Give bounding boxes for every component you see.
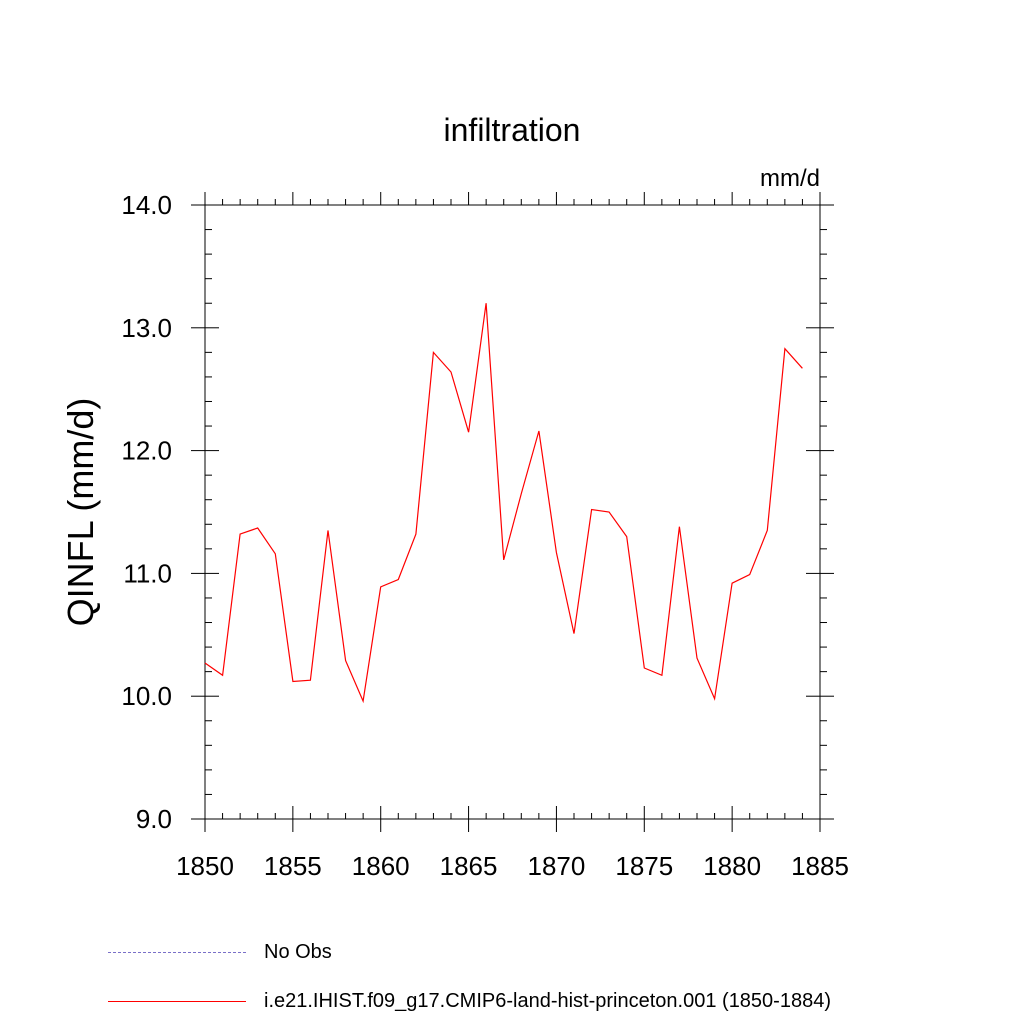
legend-swatch-solid [108,1001,246,1002]
x-tick-label: 1850 [176,851,234,881]
chart-title: infiltration [444,112,581,148]
y-tick-label: 12.0 [121,436,172,466]
y-tick-label: 9.0 [136,804,172,834]
x-tick-label: 1865 [440,851,498,881]
y-tick-label: 13.0 [121,313,172,343]
legend-label: No Obs [264,941,332,963]
x-tick-label: 1855 [264,851,322,881]
x-tick-label: 1885 [791,851,849,881]
legend-swatch-dashed [108,952,246,953]
series-line-0 [204,303,803,704]
legend-entry-model-run: i.e21.IHIST.f09_g17.CMIP6-land-hist-prin… [108,987,1008,1017]
y-tick-label: 11.0 [123,558,172,588]
x-tick-label: 1875 [615,851,673,881]
plot-area [204,303,803,704]
plot-frame [204,204,821,820]
y-axis-label: QINFL (mm/d) [60,398,101,627]
legend-label: i.e21.IHIST.f09_g17.CMIP6-land-hist-prin… [264,990,831,1012]
y-tick-label: 14.0 [121,190,172,220]
x-tick-label: 1860 [352,851,410,881]
legend-entry-no-obs: No Obs [108,938,1008,968]
y-tick-label: 10.0 [121,681,172,711]
axes: 1850 1855 1860 1865 1870 1875 1880 1885 9.0 10.0 1… [121,190,849,881]
x-tick-label: 1880 [703,851,761,881]
x-tick-label: 1870 [528,851,586,881]
units-label: mm/d [760,165,820,192]
